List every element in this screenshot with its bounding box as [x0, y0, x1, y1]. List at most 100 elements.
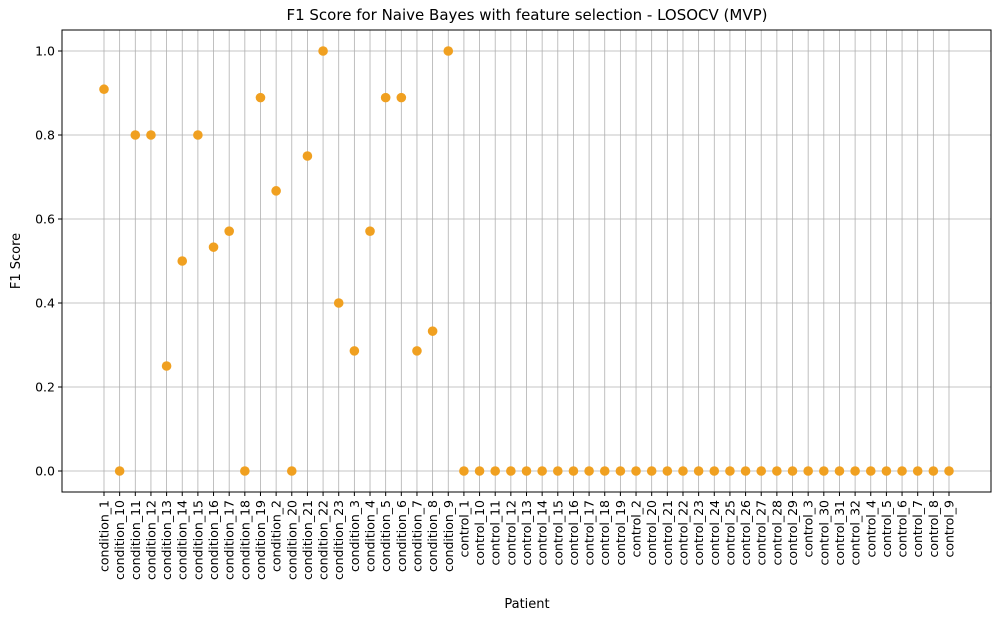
y-axis-label: F1 Score	[9, 233, 24, 289]
data-point	[928, 466, 939, 476]
data-point	[646, 466, 657, 476]
data-point	[756, 466, 767, 476]
data-point	[286, 466, 297, 476]
data-point	[443, 46, 454, 56]
chart-title: F1 Score for Naive Bayes with feature se…	[286, 6, 767, 24]
data-point	[208, 242, 219, 252]
x-tick-label: condition_1	[97, 500, 112, 572]
x-tick-label: condition_10	[112, 500, 127, 580]
x-tick-label: control_10	[472, 500, 487, 566]
y-tick-label: 0.8	[35, 128, 55, 143]
data-point	[865, 466, 876, 476]
x-tick-label: condition_8	[425, 500, 440, 572]
data-point	[897, 466, 907, 476]
data-point	[99, 84, 109, 95]
points-layer	[99, 46, 954, 476]
data-point	[662, 466, 673, 476]
x-tick-label: control_23	[691, 500, 706, 566]
data-point	[271, 186, 281, 196]
x-tick-label: control_5	[879, 500, 894, 558]
x-tick-label: condition_14	[175, 500, 190, 580]
x-tick-label: control_18	[597, 500, 612, 566]
y-tick-label: 0.2	[35, 380, 55, 395]
x-axis-label: Patient	[504, 597, 549, 612]
data-point	[146, 130, 156, 140]
y-tick-label: 0.4	[35, 296, 55, 311]
x-tick-label: control_17	[582, 500, 597, 566]
data-point	[678, 466, 688, 476]
data-point	[459, 466, 469, 476]
data-point	[474, 466, 485, 476]
data-point	[552, 466, 563, 476]
data-point	[521, 466, 532, 476]
x-tick-label: control_31	[832, 500, 847, 566]
x-tick-label: control_15	[550, 500, 565, 566]
data-point	[333, 298, 344, 308]
data-point	[944, 466, 954, 476]
x-tick-label: control_26	[738, 500, 753, 566]
x-tick-label: control_4	[863, 500, 878, 558]
x-tick-label: condition_17	[222, 500, 237, 580]
x-tick-label: condition_13	[159, 500, 174, 580]
x-tick-label: condition_16	[206, 500, 221, 580]
x-tick-label: control_9	[942, 500, 957, 558]
data-point	[615, 466, 626, 476]
data-point	[537, 466, 547, 476]
x-tick-label: condition_20	[284, 500, 299, 580]
data-point	[803, 466, 813, 476]
data-point	[819, 466, 829, 476]
data-point	[365, 226, 375, 236]
x-tick-label: condition_9	[441, 500, 456, 572]
x-tick-label: control_27	[754, 500, 769, 566]
x-tick-label: condition_18	[237, 500, 252, 580]
x-tick-label: control_20	[644, 500, 659, 566]
data-point	[787, 466, 798, 476]
data-point	[725, 466, 735, 476]
data-point	[850, 466, 860, 476]
x-tick-label: condition_23	[331, 500, 346, 580]
x-tick-label: control_8	[926, 500, 941, 558]
x-tick-label: control_13	[519, 500, 534, 566]
x-tick-label: condition_12	[143, 500, 158, 580]
x-tick-label: condition_6	[394, 500, 409, 572]
x-tick-label: control_12	[503, 500, 518, 566]
data-point	[114, 466, 125, 476]
data-point	[318, 46, 328, 56]
data-point	[631, 466, 641, 476]
data-point	[396, 92, 407, 103]
data-point	[599, 466, 610, 476]
data-point	[177, 256, 188, 266]
x-tick-label: condition_21	[300, 500, 315, 580]
grid-layer	[62, 30, 991, 492]
y-tick-label: 0.6	[35, 212, 55, 227]
x-tick-label: control_28	[769, 500, 784, 566]
data-point	[881, 466, 892, 476]
x-tick-label: control_29	[785, 500, 800, 566]
x-tick-label: control_32	[848, 500, 863, 566]
x-tick-label: control_7	[910, 500, 925, 558]
data-point	[772, 466, 782, 476]
x-tick-label: control_22	[675, 500, 690, 566]
data-point	[740, 466, 751, 476]
data-point	[161, 361, 172, 371]
x-tick-label: control_24	[707, 500, 722, 566]
data-point	[834, 466, 845, 476]
data-point	[490, 466, 501, 476]
x-tick-label: control_2	[629, 500, 644, 558]
x-tick-label: condition_7	[409, 500, 424, 572]
y-tick-label: 1.0	[35, 44, 55, 59]
x-tick-label: condition_3	[347, 500, 362, 572]
data-point	[584, 466, 594, 476]
x-tick-label: control_6	[895, 500, 910, 558]
x-tick-label: condition_2	[269, 500, 284, 572]
data-point	[506, 466, 516, 476]
x-tick-label: condition_11	[128, 500, 143, 580]
x-tick-label: condition_15	[190, 500, 205, 580]
data-point	[224, 226, 234, 236]
data-point	[193, 130, 203, 140]
data-point	[349, 346, 360, 356]
x-tick-label: condition_5	[378, 500, 393, 572]
data-point	[412, 346, 422, 356]
x-tick-label: condition_4	[363, 500, 378, 572]
